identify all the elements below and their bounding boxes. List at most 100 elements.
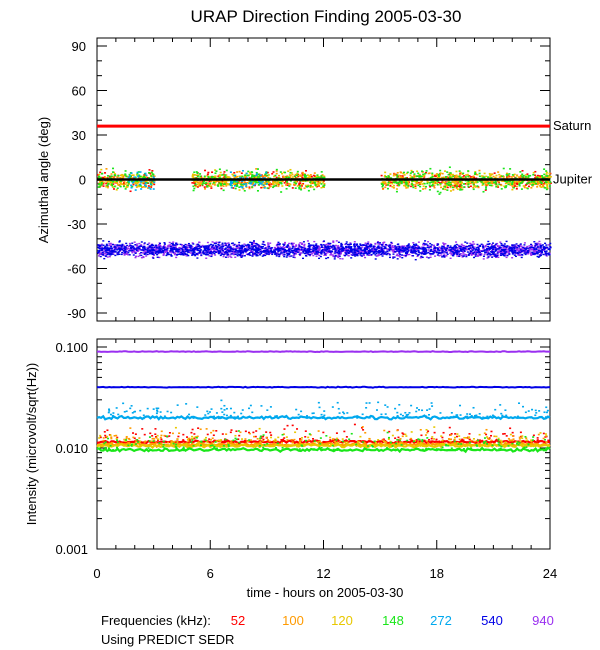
azimuth-point-540 bbox=[255, 253, 258, 255]
azimuth-point-540 bbox=[195, 247, 198, 249]
azimuth-point-540 bbox=[413, 250, 416, 253]
azimuth-point-540 bbox=[381, 255, 384, 257]
azimuth-tick-label: -90 bbox=[67, 306, 86, 321]
azimuth-point-540 bbox=[279, 250, 282, 252]
azimuth-point-540 bbox=[345, 241, 348, 243]
azimuth-point-940 bbox=[294, 249, 297, 251]
azimuth-point-52 bbox=[541, 180, 544, 183]
azimuth-point-940 bbox=[374, 249, 377, 251]
azimuth-point-120 bbox=[125, 186, 128, 188]
azimuth-point-540 bbox=[387, 245, 390, 247]
azimuth-point-940 bbox=[534, 245, 537, 248]
azimuth-point-540 bbox=[445, 249, 448, 252]
azimuth-point-540 bbox=[118, 240, 121, 242]
azimuth-point-120 bbox=[218, 174, 221, 176]
azimuth-point-540 bbox=[268, 245, 271, 248]
azimuth-point-52 bbox=[298, 182, 301, 185]
azimuth-point-940 bbox=[298, 244, 301, 246]
azimuth-point-120 bbox=[540, 176, 543, 179]
azimuth-point-940 bbox=[227, 247, 230, 249]
azimuth-point-540 bbox=[254, 245, 257, 247]
azimuth-point-540 bbox=[372, 245, 375, 248]
azimuth-point-540 bbox=[424, 247, 427, 249]
azimuth-point-52 bbox=[459, 185, 462, 187]
azimuth-point-940 bbox=[238, 243, 241, 246]
azimuth-point-148 bbox=[150, 171, 153, 174]
azimuth-point-540 bbox=[361, 249, 364, 251]
azimuth-point-148 bbox=[131, 185, 134, 188]
azimuth-point-540 bbox=[380, 253, 383, 255]
azimuth-point-120 bbox=[422, 182, 425, 185]
azimuth-point-100 bbox=[122, 184, 125, 186]
azimuth-point-100 bbox=[460, 186, 463, 189]
azimuth-point-540 bbox=[248, 252, 251, 254]
azimuth-point-540 bbox=[404, 251, 407, 254]
azimuth-point-540 bbox=[184, 247, 187, 250]
azimuth-point-540 bbox=[160, 252, 163, 254]
azimuth-point-540 bbox=[499, 246, 502, 249]
azimuth-point-540 bbox=[103, 246, 106, 249]
azimuth-point-940 bbox=[494, 256, 497, 258]
azimuth-point-120 bbox=[384, 171, 387, 174]
azimuth-point-540 bbox=[487, 252, 490, 255]
azimuth-point-540 bbox=[184, 248, 187, 251]
azimuth-point-540 bbox=[239, 249, 242, 252]
azimuth-point-120 bbox=[135, 183, 138, 186]
azimuth-point-540 bbox=[510, 249, 513, 251]
azimuth-point-52 bbox=[151, 169, 154, 172]
azimuth-point-540 bbox=[276, 244, 279, 246]
azimuth-point-120 bbox=[483, 172, 486, 175]
azimuth-point-940 bbox=[252, 241, 255, 243]
azimuth-point-120 bbox=[203, 177, 206, 179]
azimuth-point-940 bbox=[148, 242, 151, 244]
azimuth-point-540 bbox=[269, 247, 272, 250]
azimuth-point-100 bbox=[441, 172, 444, 175]
azimuth-point-940 bbox=[195, 243, 198, 246]
azimuth-point-940 bbox=[393, 249, 396, 251]
azimuth-point-120 bbox=[241, 184, 244, 187]
azimuth-point-100 bbox=[415, 182, 418, 184]
azimuth-point-52 bbox=[505, 176, 508, 178]
azimuth-point-540 bbox=[407, 250, 410, 252]
azimuth-point-120 bbox=[306, 174, 309, 176]
azimuth-point-940 bbox=[427, 249, 430, 251]
azimuth-point-540 bbox=[411, 251, 414, 254]
azimuth-point-940 bbox=[497, 256, 500, 259]
azimuth-point-100 bbox=[472, 182, 475, 184]
azimuth-point-52 bbox=[513, 184, 516, 187]
azimuth-point-540 bbox=[416, 254, 419, 256]
azimuth-point-940 bbox=[528, 251, 531, 253]
azimuth-point-940 bbox=[406, 253, 409, 256]
azimuth-point-540 bbox=[510, 246, 513, 249]
azimuth-point-100 bbox=[209, 176, 212, 179]
azimuth-point-940 bbox=[386, 248, 389, 250]
azimuth-point-940 bbox=[241, 254, 244, 256]
azimuth-point-540 bbox=[333, 248, 336, 250]
azimuth-point-940 bbox=[245, 253, 248, 255]
azimuth-point-540 bbox=[250, 251, 253, 253]
azimuth-point-540 bbox=[262, 251, 265, 253]
azimuth-point-540 bbox=[370, 253, 373, 256]
azimuth-point-148 bbox=[97, 186, 100, 188]
azimuth-point-540 bbox=[229, 250, 232, 252]
azimuth-point-940 bbox=[403, 245, 406, 247]
azimuth-point-100 bbox=[424, 187, 427, 190]
azimuth-point-120 bbox=[141, 181, 144, 184]
azimuth-point-540 bbox=[436, 251, 439, 254]
azimuth-point-540 bbox=[338, 252, 341, 254]
azimuth-point-540 bbox=[544, 242, 547, 245]
azimuth-point-940 bbox=[446, 251, 449, 253]
azimuth-point-540 bbox=[491, 242, 494, 244]
azimuth-point-540 bbox=[198, 247, 201, 250]
azimuth-point-540 bbox=[326, 245, 329, 247]
azimuth-point-540 bbox=[260, 246, 263, 249]
azimuth-point-540 bbox=[186, 248, 189, 251]
azimuth-point-940 bbox=[473, 246, 476, 248]
azimuth-point-100 bbox=[123, 181, 126, 183]
azimuth-point-120 bbox=[398, 177, 401, 179]
azimuth-point-940 bbox=[108, 255, 111, 258]
azimuth-point-540 bbox=[157, 252, 160, 254]
azimuth-point-540 bbox=[217, 250, 220, 252]
azimuth-point-540 bbox=[159, 248, 162, 250]
azimuth-point-540 bbox=[404, 252, 407, 255]
